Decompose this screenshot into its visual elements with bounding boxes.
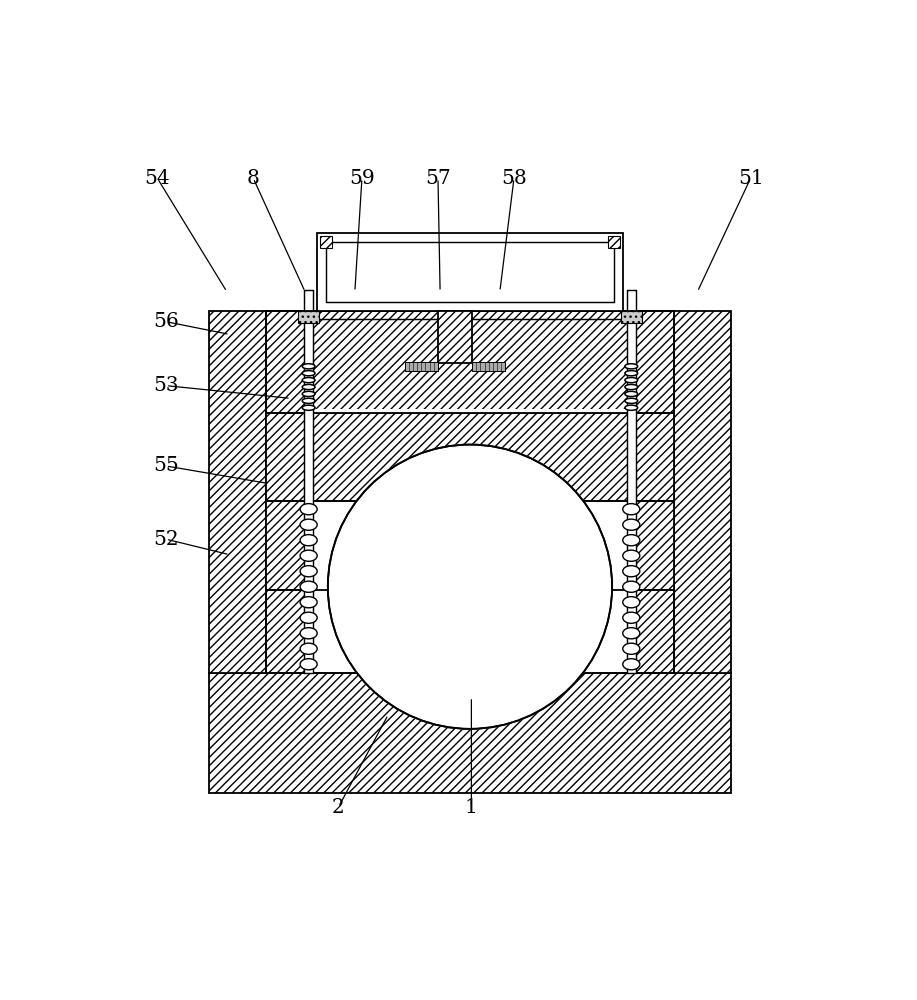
Bar [574,413,674,501]
Text: 58: 58 [502,169,527,188]
Ellipse shape [303,384,315,390]
Bar [326,242,613,302]
Ellipse shape [623,504,640,515]
Ellipse shape [300,612,317,623]
Text: 1: 1 [465,798,478,817]
Bar [438,311,472,363]
Circle shape [328,445,613,729]
Bar [209,673,731,793]
Bar [266,311,309,673]
Text: 59: 59 [349,169,375,188]
Text: 57: 57 [425,169,451,188]
Ellipse shape [623,581,640,592]
Ellipse shape [623,643,640,654]
Ellipse shape [303,371,315,376]
Ellipse shape [623,566,640,577]
Ellipse shape [300,628,317,639]
Text: 8: 8 [247,169,260,188]
Bar [608,236,620,248]
Ellipse shape [623,519,640,530]
Bar [304,290,313,673]
Bar [266,501,309,590]
Ellipse shape [300,659,317,670]
Ellipse shape [624,384,637,390]
Ellipse shape [623,597,640,608]
Ellipse shape [623,659,640,670]
Text: 55: 55 [153,456,179,475]
Bar [404,362,438,371]
Ellipse shape [623,550,640,561]
Ellipse shape [624,364,637,369]
Text: 53: 53 [153,376,179,395]
Bar [366,413,574,501]
Ellipse shape [303,405,315,410]
Bar [317,233,623,311]
Bar [621,311,642,323]
Bar [298,311,319,323]
Text: 56: 56 [153,312,179,331]
Bar [631,311,674,673]
Bar [266,413,366,501]
Ellipse shape [303,391,315,397]
Ellipse shape [300,643,317,654]
Text: 54: 54 [145,169,170,188]
Bar [627,290,635,673]
Ellipse shape [624,391,637,397]
Bar [472,362,505,371]
Text: 52: 52 [153,530,179,549]
Bar [674,311,731,673]
Ellipse shape [303,364,315,369]
Ellipse shape [300,566,317,577]
Bar [266,311,674,413]
Ellipse shape [624,371,637,376]
Ellipse shape [300,581,317,592]
Ellipse shape [624,398,637,403]
Ellipse shape [303,398,315,403]
Ellipse shape [300,519,317,530]
Ellipse shape [623,628,640,639]
Ellipse shape [300,535,317,546]
Bar [320,236,332,248]
Text: 51: 51 [738,169,764,188]
Ellipse shape [300,597,317,608]
Bar [307,413,633,501]
Text: 2: 2 [332,798,345,817]
Ellipse shape [624,405,637,410]
Ellipse shape [623,535,640,546]
Ellipse shape [300,504,317,515]
Bar [209,311,266,673]
Bar [631,501,674,590]
Ellipse shape [300,550,317,561]
Bar [307,409,633,413]
Ellipse shape [303,378,315,383]
Circle shape [328,445,613,729]
Ellipse shape [623,612,640,623]
Ellipse shape [624,378,637,383]
